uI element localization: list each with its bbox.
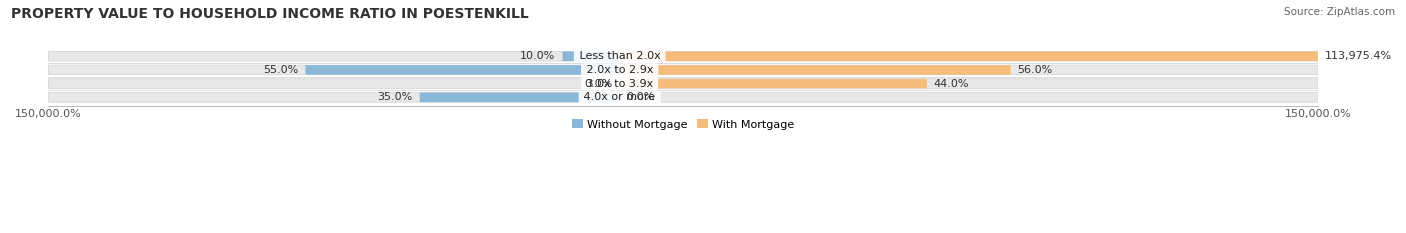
FancyBboxPatch shape bbox=[305, 65, 620, 75]
Legend: Without Mortgage, With Mortgage: Without Mortgage, With Mortgage bbox=[567, 115, 799, 134]
FancyBboxPatch shape bbox=[48, 65, 1317, 75]
Text: 3.0x to 3.9x: 3.0x to 3.9x bbox=[582, 79, 657, 89]
Text: 55.0%: 55.0% bbox=[263, 65, 298, 75]
FancyBboxPatch shape bbox=[620, 51, 1317, 61]
Text: Less than 2.0x: Less than 2.0x bbox=[575, 51, 664, 61]
FancyBboxPatch shape bbox=[420, 93, 620, 102]
Text: 35.0%: 35.0% bbox=[377, 92, 413, 102]
Text: PROPERTY VALUE TO HOUSEHOLD INCOME RATIO IN POESTENKILL: PROPERTY VALUE TO HOUSEHOLD INCOME RATIO… bbox=[11, 7, 529, 21]
Text: 113,975.4%: 113,975.4% bbox=[1324, 51, 1392, 61]
Text: 4.0x or more: 4.0x or more bbox=[581, 92, 659, 102]
FancyBboxPatch shape bbox=[48, 93, 1317, 102]
Text: 44.0%: 44.0% bbox=[934, 79, 969, 89]
Text: 2.0x to 2.9x: 2.0x to 2.9x bbox=[582, 65, 657, 75]
Text: 0.0%: 0.0% bbox=[627, 92, 655, 102]
Text: 56.0%: 56.0% bbox=[1018, 65, 1053, 75]
FancyBboxPatch shape bbox=[620, 79, 927, 89]
FancyBboxPatch shape bbox=[562, 51, 620, 61]
Text: Source: ZipAtlas.com: Source: ZipAtlas.com bbox=[1284, 7, 1395, 17]
Text: 0.0%: 0.0% bbox=[585, 79, 613, 89]
FancyBboxPatch shape bbox=[620, 65, 1011, 75]
FancyBboxPatch shape bbox=[48, 79, 1317, 89]
Text: 10.0%: 10.0% bbox=[520, 51, 555, 61]
FancyBboxPatch shape bbox=[48, 51, 1317, 61]
